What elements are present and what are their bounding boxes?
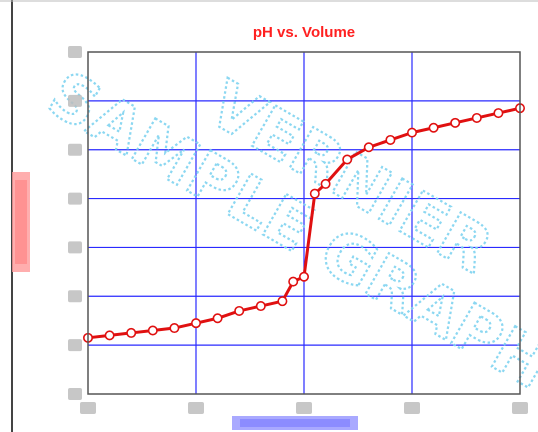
data-point: [311, 189, 319, 197]
y-tick-label-blurred: [68, 241, 82, 253]
data-point: [235, 307, 243, 315]
data-point: [149, 326, 157, 334]
data-point: [192, 319, 200, 327]
y-tick-label-blurred: [68, 193, 82, 205]
data-point: [213, 314, 221, 322]
data-point: [429, 124, 437, 132]
data-point: [494, 109, 502, 117]
data-point: [386, 136, 394, 144]
y-tick-label-blurred: [68, 46, 82, 58]
data-point: [365, 143, 373, 151]
x-tick-label-blurred: [296, 402, 312, 414]
y-tick-label-blurred: [68, 388, 82, 400]
x-tick-label-blurred: [512, 402, 528, 414]
y-axis-label-blurred: [12, 172, 30, 272]
x-tick-label-blurred: [80, 402, 96, 414]
data-point: [343, 155, 351, 163]
y-tick-label-blurred: [68, 144, 82, 156]
x-axis-label-blurred: [232, 416, 358, 430]
data-point: [321, 180, 329, 188]
y-tick-label-blurred: [68, 95, 82, 107]
data-point: [170, 324, 178, 332]
data-point: [257, 302, 265, 310]
data-point: [105, 331, 113, 339]
data-point: [278, 297, 286, 305]
chart-title: pH vs. Volume: [253, 24, 355, 41]
y-tick-label-blurred: [68, 290, 82, 302]
data-point: [127, 329, 135, 337]
data-point: [300, 273, 308, 281]
data-point: [289, 277, 297, 285]
x-tick-label-blurred: [188, 402, 204, 414]
y-tick-label-blurred: [68, 339, 82, 351]
x-tick-label-blurred: [404, 402, 420, 414]
data-point: [473, 114, 481, 122]
data-point: [408, 128, 416, 136]
data-point: [451, 119, 459, 127]
